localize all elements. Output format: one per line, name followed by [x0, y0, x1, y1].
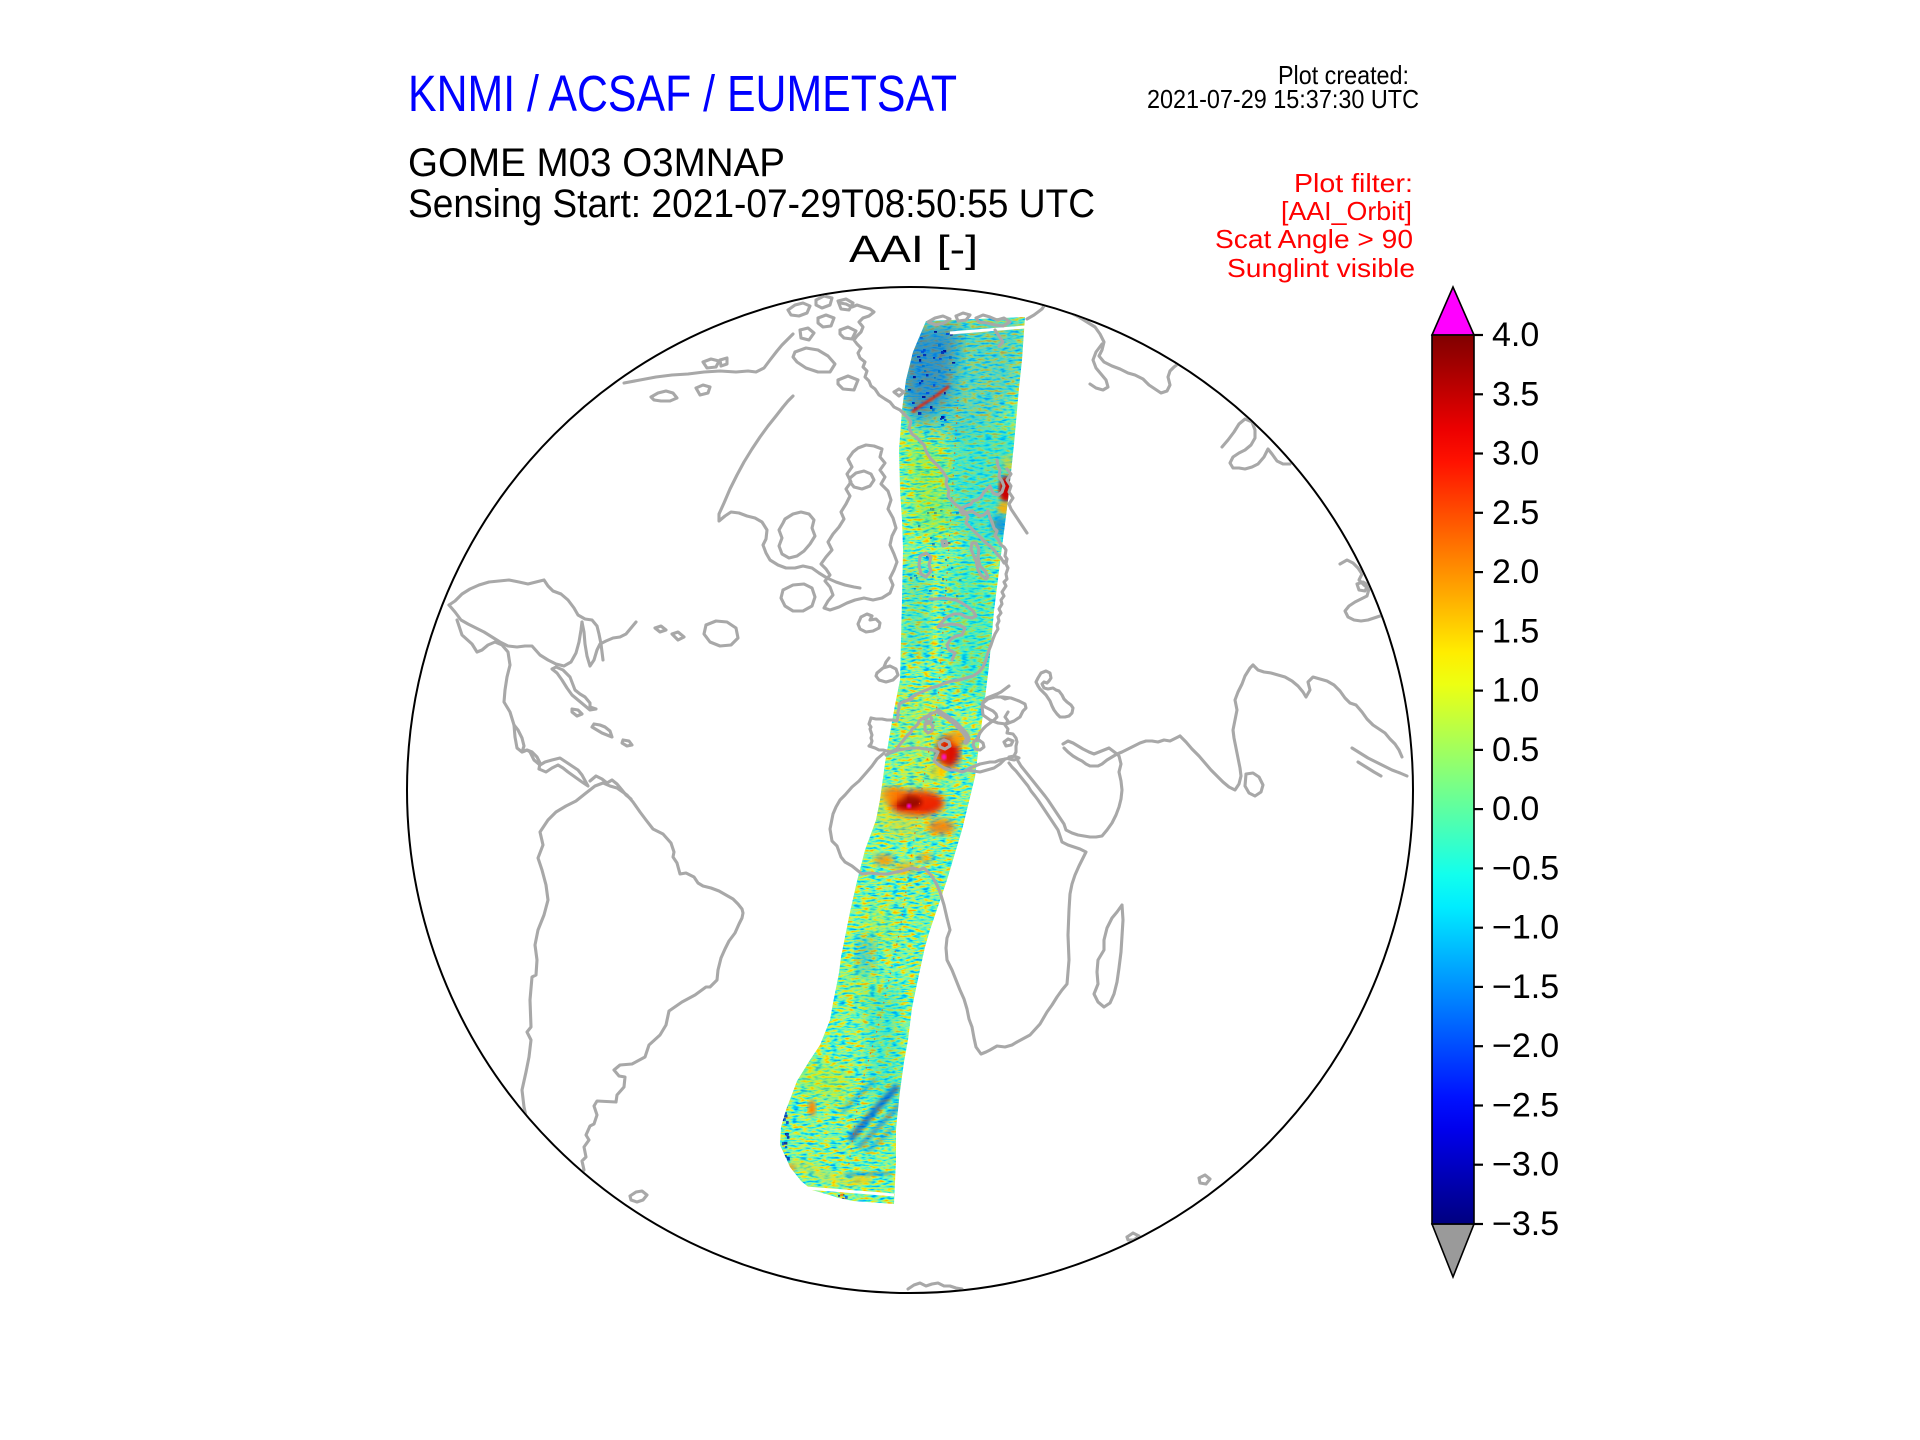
svg-text:−2.0: −2.0 — [1492, 1027, 1559, 1065]
svg-text:−2.5: −2.5 — [1492, 1087, 1559, 1125]
svg-text:Plot filter:: Plot filter: — [1294, 168, 1413, 198]
svg-text:Scat Angle > 90: Scat Angle > 90 — [1215, 224, 1413, 254]
svg-text:1.5: 1.5 — [1492, 612, 1539, 650]
svg-text:GOME M03 O3MNAP: GOME M03 O3MNAP — [408, 141, 785, 185]
svg-text:−1.5: −1.5 — [1492, 968, 1559, 1006]
svg-text:KNMI / ACSAF / EUMETSAT: KNMI / ACSAF / EUMETSAT — [408, 65, 957, 122]
svg-text:3.0: 3.0 — [1492, 435, 1539, 473]
svg-text:Plot created:: Plot created: — [1278, 60, 1409, 90]
svg-text:AAI [-]: AAI [-] — [849, 229, 978, 271]
svg-text:2.5: 2.5 — [1492, 494, 1539, 532]
svg-text:0.5: 0.5 — [1492, 731, 1539, 769]
svg-text:−0.5: −0.5 — [1492, 849, 1559, 887]
svg-text:1.0: 1.0 — [1492, 672, 1539, 710]
svg-text:2021-07-29 15:37:30 UTC: 2021-07-29 15:37:30 UTC — [1147, 84, 1419, 114]
svg-text:4.0: 4.0 — [1492, 316, 1539, 354]
svg-text:[AAI_Orbit]: [AAI_Orbit] — [1281, 196, 1412, 226]
svg-text:−3.0: −3.0 — [1492, 1146, 1559, 1184]
svg-text:−3.5: −3.5 — [1492, 1205, 1559, 1243]
svg-text:2.0: 2.0 — [1492, 553, 1539, 591]
svg-text:−1.0: −1.0 — [1492, 909, 1559, 947]
svg-text:0.0: 0.0 — [1492, 790, 1539, 828]
svg-text:Sensing Start: 2021-07-29T08:5: Sensing Start: 2021-07-29T08:50:55 UTC — [408, 182, 1095, 226]
svg-text:Sunglint visible: Sunglint visible — [1227, 253, 1415, 283]
svg-text:3.5: 3.5 — [1492, 375, 1539, 413]
